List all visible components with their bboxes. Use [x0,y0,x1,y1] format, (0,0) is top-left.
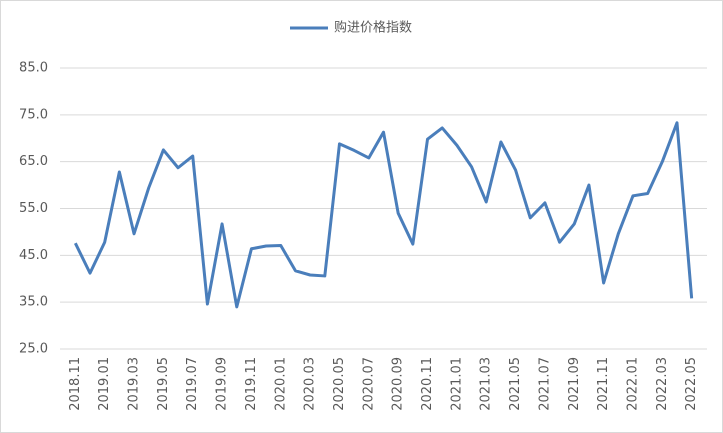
x-tick-label: 2020.07 [361,357,376,411]
y-tick-label: 55.0 [19,201,48,216]
x-tick-label: 2020.05 [332,357,347,411]
y-tick-label: 75.0 [19,107,48,122]
x-tick-label: 2019.03 [127,357,142,411]
x-tick-label: 2020.11 [420,357,435,411]
x-tick-label: 2022.03 [655,357,670,411]
legend-label: 购进价格指数 [334,20,412,36]
x-tick-label: 2020.03 [303,357,318,411]
y-tick-label: 65.0 [19,154,48,169]
series-line [73,121,694,309]
y-tick-label: 35.0 [19,295,48,310]
x-tick-label: 2022.01 [625,357,640,411]
x-tick-label: 2021.11 [596,357,611,411]
x-tick-label: 2019.01 [97,357,112,411]
y-tick-label: 25.0 [19,342,48,357]
x-tick-label: 2021.05 [508,357,523,411]
x-tick-label: 2020.01 [273,357,288,411]
x-tick-label: 2021.07 [537,357,552,411]
x-tick-label: 2019.05 [156,357,171,411]
x-tick-label: 2019.09 [215,357,230,411]
x-tick-label: 2022.05 [684,357,699,411]
x-tick-label: 2019.11 [244,357,259,411]
x-tick-label: 2021.03 [479,357,494,411]
y-tick-label: 85.0 [19,61,48,76]
x-tick-label: 2019.07 [185,357,200,411]
x-tick-label: 2021.09 [567,357,582,411]
x-tick-label: 2021.01 [449,357,464,411]
y-tick-label: 45.0 [19,248,48,263]
x-tick-label: 2020.09 [391,357,406,411]
x-tick-label: 2018.11 [68,357,83,411]
